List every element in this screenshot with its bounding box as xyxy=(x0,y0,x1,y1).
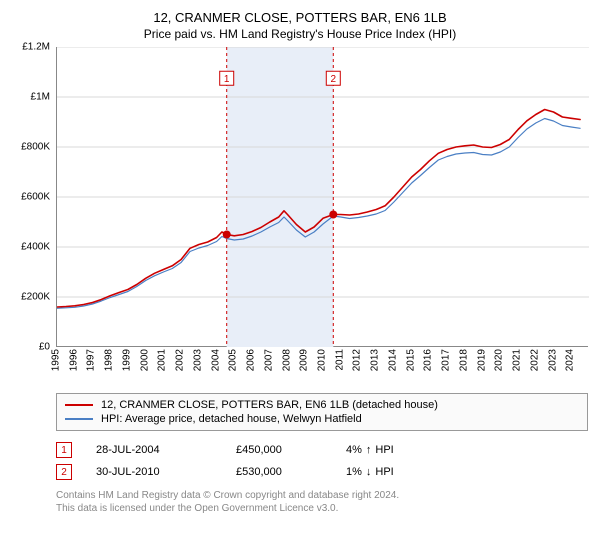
x-tick-label: 2010 xyxy=(317,349,328,371)
sale-marker-dot xyxy=(329,211,337,219)
chart-area: £0£200K£400K£600K£800K£1M£1.2M 12 199519… xyxy=(12,47,588,387)
x-tick-label: 2018 xyxy=(458,349,469,371)
x-tick-label: 1996 xyxy=(68,349,79,371)
y-tick-label: £0 xyxy=(39,342,50,353)
arrow-up-icon: ↑ xyxy=(366,444,372,456)
legend-swatch xyxy=(65,404,93,406)
x-axis: 1995199619971998199920002001200220032004… xyxy=(56,349,588,387)
x-tick-label: 2019 xyxy=(476,349,487,371)
y-tick-label: £600K xyxy=(21,192,50,203)
y-tick-label: £200K xyxy=(21,292,50,303)
y-axis: £0£200K£400K£600K£800K£1M£1.2M xyxy=(12,47,56,347)
sales-marker-box: 2 xyxy=(56,464,72,480)
sales-table: 1 28-JUL-2004£450,0004% ↑HPI 2 30-JUL-2010£5… xyxy=(56,439,588,483)
footer-line-2: This data is licensed under the Open Gov… xyxy=(56,502,588,515)
y-tick-label: £800K xyxy=(21,142,50,153)
sales-diff-label: HPI xyxy=(375,466,393,478)
arrow-down-icon: ↓ xyxy=(366,466,372,478)
x-tick-label: 2023 xyxy=(547,349,558,371)
sale-marker-label: 2 xyxy=(331,74,337,85)
plot-svg: 12 xyxy=(57,47,589,347)
sales-price: £530,000 xyxy=(236,466,346,478)
sale-marker-label: 1 xyxy=(224,74,230,85)
sales-row: 1 28-JUL-2004£450,0004% ↑HPI xyxy=(56,439,588,461)
x-tick-label: 2003 xyxy=(192,349,203,371)
legend-item: HPI: Average price, detached house, Welw… xyxy=(65,412,579,426)
sales-row: 2 30-JUL-2010£530,0001% ↓HPI xyxy=(56,461,588,483)
x-tick-label: 2001 xyxy=(157,349,168,371)
legend: 12, CRANMER CLOSE, POTTERS BAR, EN6 1LB … xyxy=(56,393,588,431)
y-tick-label: £400K xyxy=(21,242,50,253)
x-tick-label: 2020 xyxy=(494,349,505,371)
x-tick-label: 2006 xyxy=(246,349,257,371)
legend-label: 12, CRANMER CLOSE, POTTERS BAR, EN6 1LB … xyxy=(101,399,438,411)
y-tick-label: £1.2M xyxy=(22,42,50,53)
x-tick-label: 2005 xyxy=(228,349,239,371)
legend-label: HPI: Average price, detached house, Welw… xyxy=(101,413,362,425)
sales-diff-value: 4% xyxy=(346,444,362,456)
x-tick-label: 1995 xyxy=(51,349,62,371)
x-tick-label: 2013 xyxy=(370,349,381,371)
sales-date: 30-JUL-2010 xyxy=(96,466,236,478)
sales-diff-value: 1% xyxy=(346,466,362,478)
sales-price: £450,000 xyxy=(236,444,346,456)
sales-diff-label: HPI xyxy=(375,444,393,456)
sale-marker-dot xyxy=(223,231,231,239)
x-tick-label: 2022 xyxy=(529,349,540,371)
legend-swatch xyxy=(65,418,93,420)
x-tick-label: 2017 xyxy=(441,349,452,371)
sales-diff: 4% ↑HPI xyxy=(346,444,394,456)
chart-container: 12, CRANMER CLOSE, POTTERS BAR, EN6 1LB … xyxy=(0,0,600,523)
x-tick-label: 2002 xyxy=(175,349,186,371)
plot-region: 12 xyxy=(56,47,588,347)
x-tick-label: 2004 xyxy=(210,349,221,371)
sales-diff: 1% ↓HPI xyxy=(346,466,394,478)
x-tick-label: 2007 xyxy=(263,349,274,371)
sales-date: 28-JUL-2004 xyxy=(96,444,236,456)
x-tick-label: 2024 xyxy=(565,349,576,371)
footer-attribution: Contains HM Land Registry data © Crown c… xyxy=(56,489,588,515)
x-tick-label: 1997 xyxy=(86,349,97,371)
x-tick-label: 2015 xyxy=(405,349,416,371)
x-tick-label: 2021 xyxy=(512,349,523,371)
y-tick-label: £1M xyxy=(31,92,50,103)
chart-title: 12, CRANMER CLOSE, POTTERS BAR, EN6 1LB xyxy=(12,10,588,25)
x-tick-label: 2009 xyxy=(299,349,310,371)
x-tick-label: 1998 xyxy=(104,349,115,371)
x-tick-label: 2014 xyxy=(387,349,398,371)
footer-line-1: Contains HM Land Registry data © Crown c… xyxy=(56,489,588,502)
sales-marker-box: 1 xyxy=(56,442,72,458)
x-tick-label: 2012 xyxy=(352,349,363,371)
legend-item: 12, CRANMER CLOSE, POTTERS BAR, EN6 1LB … xyxy=(65,398,579,412)
x-tick-label: 1999 xyxy=(121,349,132,371)
chart-subtitle: Price paid vs. HM Land Registry's House … xyxy=(12,27,588,41)
x-tick-label: 2008 xyxy=(281,349,292,371)
x-tick-label: 2000 xyxy=(139,349,150,371)
x-tick-label: 2011 xyxy=(334,349,345,371)
x-tick-label: 2016 xyxy=(423,349,434,371)
